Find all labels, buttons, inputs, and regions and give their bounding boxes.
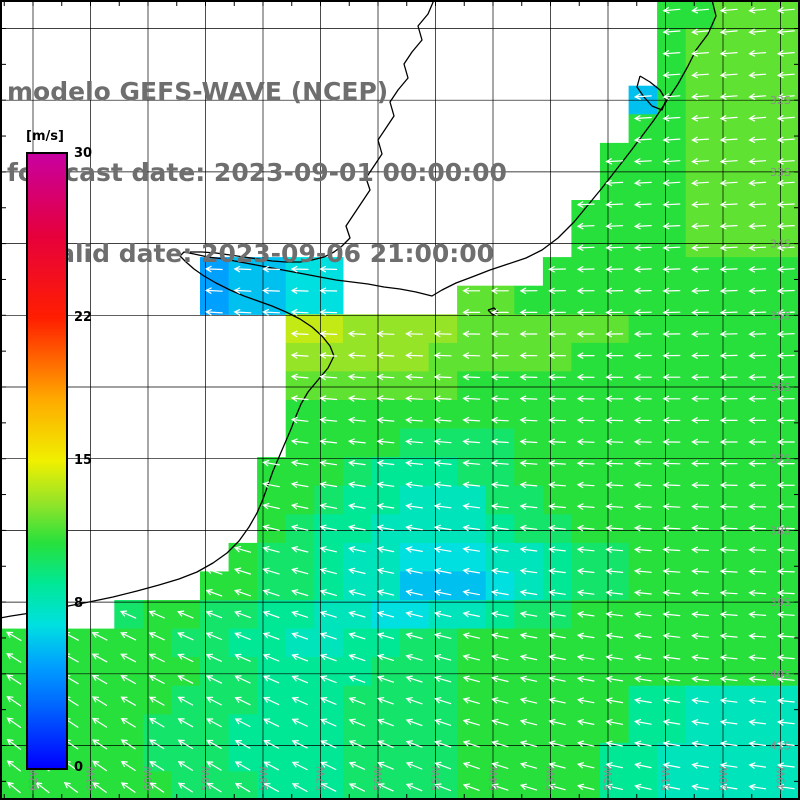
lon-label: 53W (545, 766, 558, 791)
colorbar-unit-label: [m/s] (26, 129, 64, 144)
lon-label: 49W (775, 766, 788, 791)
colorbar-tick-label: 15 (74, 453, 93, 468)
lat-label: 41S (770, 740, 791, 753)
colorbar-tick-label: 30 (74, 146, 93, 161)
lon-label: 57W (315, 766, 328, 791)
lat-label: 33S (770, 166, 791, 179)
lon-label: 58W (257, 766, 270, 791)
lon-label: 55W (430, 766, 443, 791)
colorbar-gradient (26, 152, 68, 770)
lon-labels: 62W 61W 60W 59W 58W 57W 56W 55W 54W 53W 52W 51W 50W 4… (27, 766, 788, 791)
wind-arrows (6, 7, 795, 794)
lat-label: 32S (770, 94, 791, 107)
lon-label: 60W (142, 766, 155, 791)
lon-label: 56W (372, 766, 385, 791)
colorbar-tick-label: 0 (74, 760, 84, 775)
lon-label: 51W (660, 766, 673, 791)
lat-label: 37S (770, 453, 791, 466)
colorbar-tick-labels: 30 22 15 8 0 (74, 146, 110, 775)
colorbar-tick-label: 8 (74, 596, 84, 612)
lon-label: 61W (85, 766, 98, 791)
lat-label: 40S (770, 668, 791, 681)
lon-label: 50W (717, 766, 730, 791)
lon-label: 52W (602, 766, 615, 791)
lon-label: 59W (200, 766, 213, 791)
lon-label: 54W (487, 766, 500, 791)
lat-label: 36S (770, 381, 791, 394)
lon-label: 62W (27, 766, 40, 791)
colorbar-tick-label: 22 (74, 309, 93, 325)
lat-label: 39S (770, 596, 791, 609)
colorbar: [m/s] 30 22 15 8 0 (26, 129, 116, 775)
lat-labels: 32S 33S 34S 35S 36S 37S 38S 39S 40S 41S (770, 94, 791, 752)
lat-label: 35S (770, 309, 791, 322)
lat-label: 38S (770, 524, 791, 537)
lat-label: 34S (770, 238, 791, 251)
